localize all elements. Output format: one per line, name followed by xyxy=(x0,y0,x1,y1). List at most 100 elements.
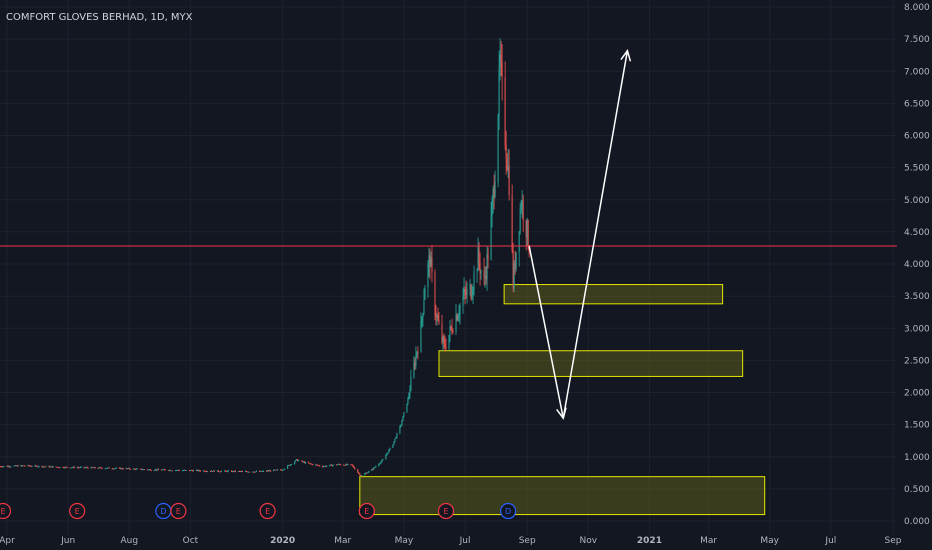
x-tick-label: Jul xyxy=(459,536,471,546)
candle-body xyxy=(90,467,92,469)
candle-body xyxy=(452,332,454,333)
candle-body xyxy=(195,470,197,471)
candle-body xyxy=(254,471,256,473)
candle-body xyxy=(456,314,458,321)
candle-body xyxy=(41,465,43,468)
candle-body xyxy=(259,471,261,472)
earnings-event-marker[interactable]: E xyxy=(170,502,187,520)
event-label: E xyxy=(265,507,270,516)
candle-body xyxy=(17,465,19,467)
earnings-event-marker[interactable]: E xyxy=(358,502,375,520)
candle-body xyxy=(72,466,74,468)
candle-body xyxy=(55,466,57,468)
dividend-event-marker[interactable]: D xyxy=(155,502,172,520)
candle-body xyxy=(374,467,376,468)
event-label: E xyxy=(364,507,369,516)
candle-body xyxy=(297,459,299,461)
x-axis[interactable]: Apr Jun Aug Oct 2020 Mar May Jul Sep Nov 2021 Mar Ma… xyxy=(0,536,902,546)
candle-body xyxy=(119,467,121,469)
support-zone xyxy=(359,476,766,516)
candle-body xyxy=(43,466,45,468)
candle-body xyxy=(403,412,405,417)
candle-body xyxy=(182,470,184,472)
grid-lines xyxy=(0,0,897,535)
candle-body xyxy=(0,466,1,468)
candle-body xyxy=(310,463,312,465)
candle-body xyxy=(62,466,64,468)
candle-body xyxy=(9,466,11,468)
candle-body xyxy=(402,416,404,422)
support-zone xyxy=(438,350,744,377)
y-axis-bg xyxy=(897,0,932,550)
candle-body xyxy=(324,465,326,467)
candle-body xyxy=(235,470,237,472)
candle-body xyxy=(448,334,450,349)
candle-body xyxy=(519,208,521,232)
candle-body xyxy=(176,469,178,471)
candle-body xyxy=(458,314,460,317)
candle-body xyxy=(59,466,61,468)
candle-body xyxy=(162,469,164,471)
candle-body xyxy=(66,466,68,468)
dividend-event-marker[interactable]: D xyxy=(500,502,517,520)
candle-body xyxy=(462,296,464,306)
candle-body xyxy=(319,465,321,467)
candle-body xyxy=(492,188,494,202)
candle-body xyxy=(353,466,355,468)
candle-body xyxy=(514,262,516,269)
candle-body xyxy=(444,343,446,348)
earnings-event-marker[interactable]: E xyxy=(437,502,455,520)
candle-body xyxy=(183,469,185,471)
candle-body xyxy=(23,465,25,467)
candle-body xyxy=(212,470,214,472)
candle-body xyxy=(399,426,401,434)
candle-body xyxy=(136,468,138,470)
candle-body xyxy=(189,470,191,471)
candle-body xyxy=(281,469,283,471)
candle-body xyxy=(302,460,304,462)
candle-body xyxy=(423,299,425,314)
candle-body xyxy=(428,255,430,264)
candle-body xyxy=(298,460,300,462)
candle-body xyxy=(206,471,208,472)
candle-body xyxy=(318,465,320,467)
earnings-event-marker[interactable]: E xyxy=(0,502,12,520)
candle-body xyxy=(7,466,9,467)
candle-body xyxy=(434,272,436,315)
candle-body xyxy=(132,468,134,470)
candle-body xyxy=(381,460,383,462)
forecast-arrow-head xyxy=(620,48,632,62)
candle-body xyxy=(52,466,54,468)
candle-body xyxy=(105,468,107,470)
candle-body xyxy=(291,464,293,465)
candle-body xyxy=(252,471,254,473)
candle-body xyxy=(78,467,80,469)
candle-body xyxy=(330,464,332,466)
y-tick-label: 7.000 xyxy=(904,67,930,77)
candle-body xyxy=(57,467,59,468)
candle-body xyxy=(108,467,110,469)
candle-body xyxy=(401,421,403,426)
x-tick-label: 2020 xyxy=(270,536,295,546)
earnings-event-marker[interactable]: E xyxy=(69,502,86,520)
candle-body xyxy=(477,247,479,271)
candle-body xyxy=(476,270,478,273)
candle-body xyxy=(528,247,530,255)
candle-body xyxy=(308,462,310,464)
candle-body xyxy=(79,467,81,468)
candle-body xyxy=(209,471,211,472)
candle-body xyxy=(190,470,192,471)
candle-body xyxy=(234,470,236,472)
x-tick-label: Jun xyxy=(60,536,75,546)
candle-body xyxy=(8,466,10,467)
y-axis[interactable]: 8.000 7.500 7.000 6.500 6.000 5.500 5.000 4.500… xyxy=(897,0,932,550)
candle-body xyxy=(346,464,348,465)
forecast-arrow-line xyxy=(562,50,629,419)
candle-body xyxy=(84,467,86,469)
candle-body xyxy=(133,468,135,470)
event-label: E xyxy=(176,507,181,516)
event-circle xyxy=(69,502,86,520)
earnings-event-marker[interactable]: E xyxy=(259,502,276,520)
candle-body xyxy=(269,470,271,472)
